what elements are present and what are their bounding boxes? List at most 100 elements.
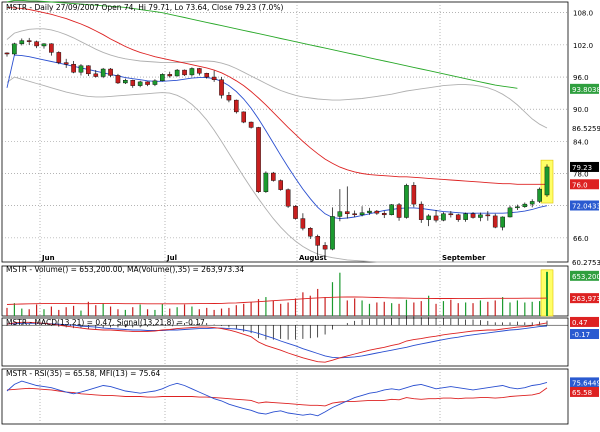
candle-body [123,80,128,84]
candle-body [4,52,10,55]
candle-body [381,213,387,216]
candle-body [19,40,25,45]
candle-body [26,40,32,42]
candle-body [537,188,542,202]
moving-average-red-line [6,6,547,185]
mfi-line [6,380,548,417]
macd-tag-box [570,316,599,327]
candle-body [507,207,513,218]
macd-line [6,321,548,363]
price-tag-label: 79.23 [572,164,592,172]
candle-body [49,43,54,53]
volume-panel-title: MSTR - Volume() = 653,200.00, MA(Volume(… [6,265,244,274]
candle-body [93,73,99,77]
x-tick-label: August [299,254,328,262]
candle-body [448,213,454,216]
candle-body [307,228,313,237]
price-tag-label: 76.0 [572,181,588,189]
candle-body [211,76,217,80]
price-tag-box [570,83,599,94]
rsi-tag-label: 75.6449 [572,379,600,387]
candle-body [485,214,491,217]
candle-body [197,68,202,74]
candle-body [470,213,476,218]
rsi-tag-label: 65.58 [572,389,592,397]
candle-body [463,213,468,220]
candle-body [352,213,357,216]
price-tag-label: 60.2753 [572,259,600,267]
candle-body [234,99,239,113]
price-tag-box [570,200,599,211]
rsi-tag-box [570,386,599,397]
y-tick-label: 108.0 [573,10,593,18]
candle-body [433,215,439,221]
candle-body [404,185,409,218]
macd-tag-label: 0.47 [572,319,588,327]
candle-body [226,95,232,101]
candle-body [63,62,69,65]
candle-body [359,212,365,216]
candle-body [322,245,328,250]
candle-body [426,215,431,220]
candle-body [418,203,424,220]
candle-body [411,185,417,205]
candle-body [492,215,498,228]
candle-body [248,121,254,128]
candle-body [315,236,320,246]
candle-body [441,213,446,221]
candle-body [374,210,380,214]
candle-body [522,203,528,207]
rsi-panel-title: MSTR - RSI(35) = 65.58, MFI(13) = 75.64 [6,369,161,378]
candle-body [71,63,76,73]
candle-body [12,43,17,55]
candle-body [56,52,62,63]
candle-body [344,211,350,214]
candle-body [278,180,283,190]
candle-body [544,166,550,196]
price-panel-title: MSTR - Daily 27/09/2007 Open 74, Hi 79.7… [6,3,283,12]
candle-body [529,201,535,205]
rsi-line [6,387,548,407]
y-tick-label: 78.0 [573,171,589,179]
candle-body [189,68,195,76]
candle-body [263,172,269,192]
y-tick-label: 96.0 [573,74,589,82]
volume-tag-label: 653,200 [572,273,600,281]
y-tick-label: 102.0 [573,42,593,50]
candle-body [86,65,91,75]
macd-signal-line [7,322,548,359]
candle-body [241,111,247,123]
candle-body [271,172,276,181]
candle-body [293,206,298,219]
price-tag-label: 93.8038 [572,86,600,94]
candle-body [337,211,343,217]
candle-body [41,43,47,47]
candle-body [115,75,121,84]
candle-body [396,204,402,218]
x-tick-label: Jun [41,254,55,262]
candle-body [500,216,505,228]
candle-body [160,74,165,82]
candle-body [152,80,158,85]
price-tag-box [570,179,599,190]
x-tick-label: Jul [166,254,177,262]
candle-body [330,216,335,250]
bollinger-lower-line [6,76,547,263]
candle-body [300,218,306,229]
candle-body [256,127,261,192]
price-tag-box [570,161,599,172]
y-tick-label: 66.0 [573,235,589,243]
volume-tag-label: 263,973 [572,295,600,303]
candle-body [100,68,106,77]
candle-body [34,41,39,47]
candle-body [130,80,136,86]
x-tick-label: September [442,254,486,262]
y-tick-label: 90.0 [573,106,589,114]
volume-tag-box [570,293,599,304]
price-tag-box [570,257,599,267]
candle-body [204,73,210,78]
candle-body [478,214,483,218]
candle-body [108,68,113,76]
candle-body [78,65,84,73]
